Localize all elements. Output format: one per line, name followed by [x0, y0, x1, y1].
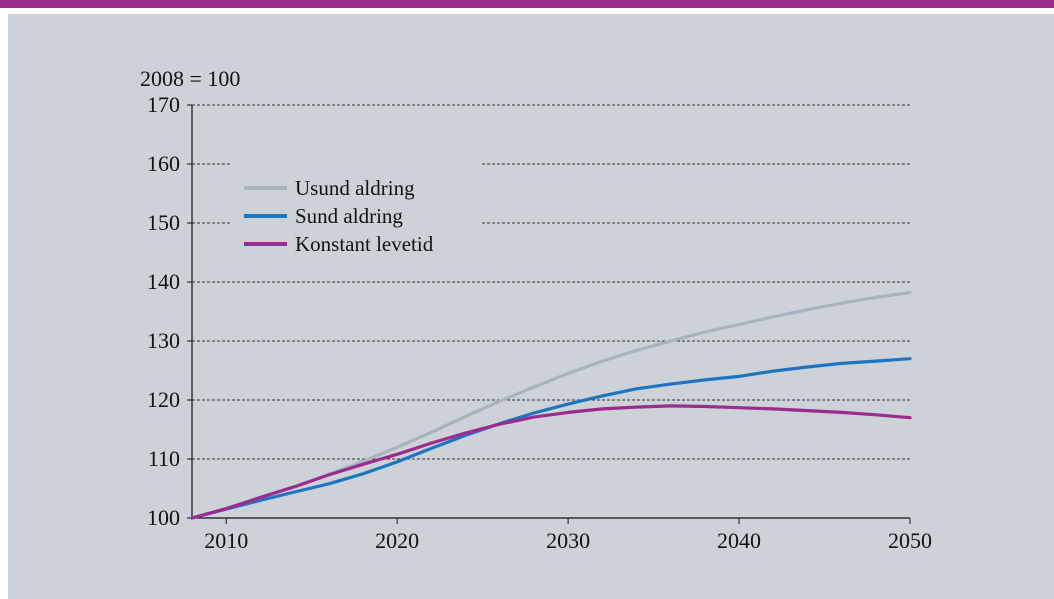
- axes: [187, 104, 911, 524]
- x-tick-label: 2010: [204, 528, 248, 553]
- x-tick-label: 2020: [375, 528, 419, 553]
- y-tick-label: 120: [147, 387, 180, 412]
- y-tick-label: 110: [148, 446, 180, 471]
- x-tick-label: 2040: [717, 528, 761, 553]
- x-tick-label: 2030: [546, 528, 590, 553]
- legend-label-3: Konstant levetid: [295, 232, 434, 256]
- tick-labels: 100 110 120 130 140 150 160 170 2010 2020 2030 2040…: [147, 92, 932, 553]
- legend-label-2: Sund aldring: [295, 204, 403, 228]
- series-line-3: [190, 404, 912, 520]
- y-tick-label: 100: [147, 505, 180, 530]
- y-tick-label: 130: [147, 328, 180, 353]
- y-unit-label: 2008 = 100: [140, 66, 240, 91]
- legend: Usund aldring Sund aldring Konstant leveti…: [232, 152, 480, 262]
- y-tick-label: 170: [147, 92, 180, 117]
- y-tick-label: 140: [147, 269, 180, 294]
- legend-label-1: Usund aldring: [295, 176, 415, 200]
- y-tick-label: 160: [147, 151, 180, 176]
- series-lines: [190, 291, 912, 520]
- chart-panel: [8, 14, 1054, 599]
- x-tick-label: 2050: [888, 528, 932, 553]
- top-accent-bar: [0, 0, 1054, 8]
- y-tick-label: 150: [147, 210, 180, 235]
- series-line-2: [190, 357, 912, 520]
